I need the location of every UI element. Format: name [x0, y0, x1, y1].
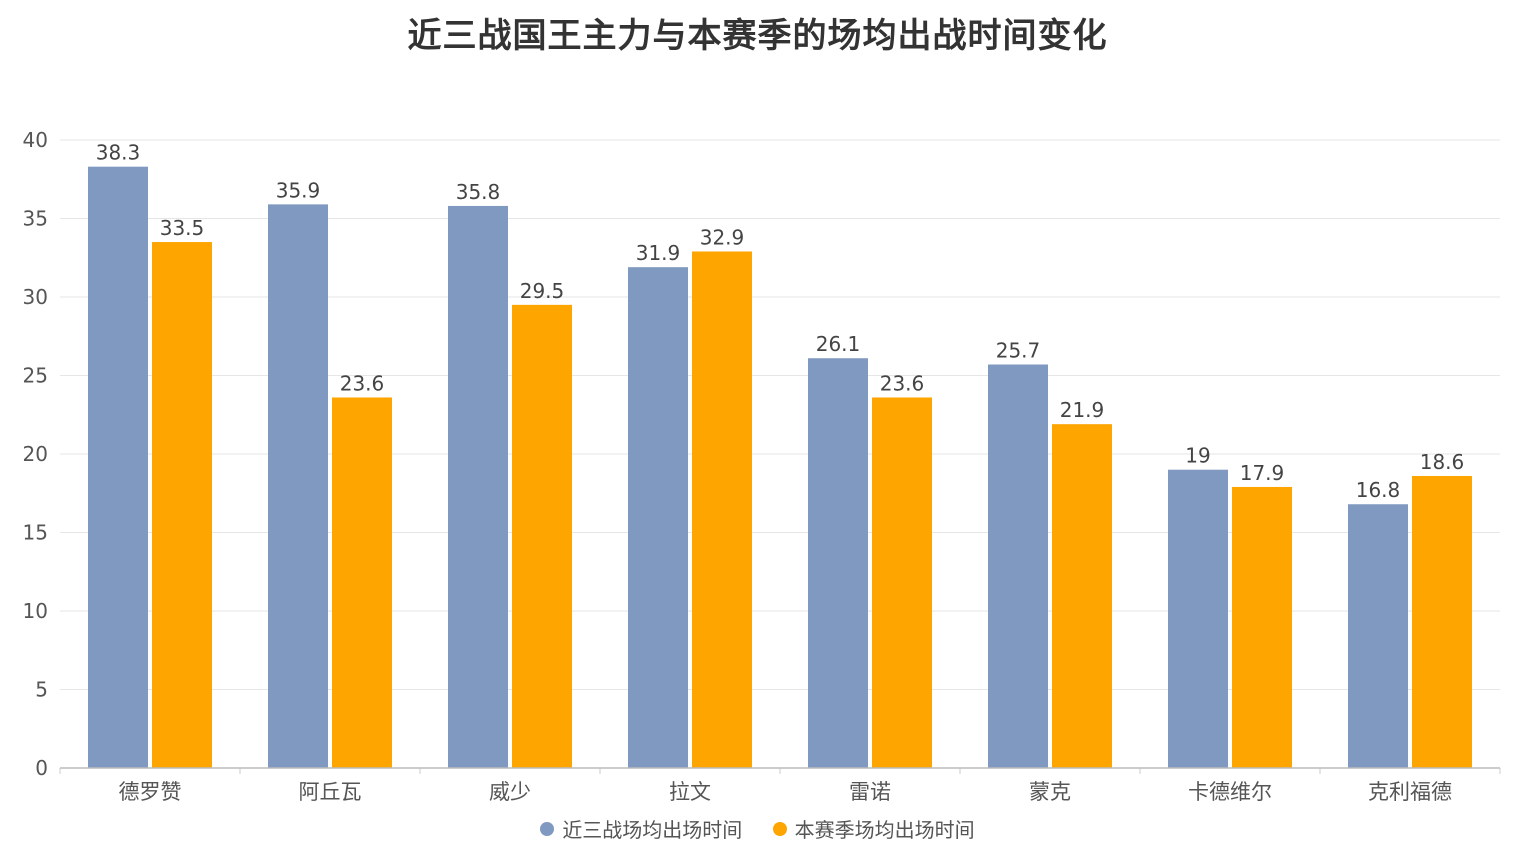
- bar-value-label: 33.5: [160, 216, 205, 240]
- bar-4-series-0[interactable]: [808, 358, 868, 768]
- bar-value-label: 38.3: [96, 141, 141, 165]
- y-tick-label: 40: [23, 128, 48, 152]
- bar-0-series-1[interactable]: [152, 242, 212, 769]
- x-category-label: 德罗赞: [119, 780, 182, 804]
- bar-value-label: 26.1: [816, 332, 861, 356]
- bar-value-label: 23.6: [880, 371, 925, 395]
- x-category-label: 雷诺: [849, 780, 891, 804]
- bar-value-label: 17.9: [1240, 461, 1285, 485]
- bar-value-label: 21.9: [1060, 398, 1105, 422]
- bar-3-series-0[interactable]: [628, 267, 688, 768]
- bar-value-label: 35.8: [456, 180, 501, 204]
- legend-label-series-0: 近三战场均出场时间: [562, 818, 743, 842]
- x-category-label: 蒙克: [1029, 780, 1071, 804]
- legend-marker-series-0: [540, 821, 555, 836]
- bar-2-series-0[interactable]: [448, 205, 508, 768]
- x-category-label: 卡德维尔: [1188, 780, 1272, 804]
- bar-value-label: 35.9: [276, 178, 321, 202]
- bar-6-series-1[interactable]: [1232, 486, 1292, 768]
- bar-value-label: 25.7: [996, 339, 1041, 363]
- bar-6-series-0[interactable]: [1168, 469, 1228, 768]
- chart-title: 近三战国王主力与本赛季的场均出战时间变化: [407, 16, 1108, 56]
- bar-7-series-1[interactable]: [1412, 475, 1472, 768]
- x-category-label: 拉文: [669, 780, 711, 804]
- legend-item-series-1[interactable]: 本赛季场均出场时间: [772, 814, 975, 843]
- bar-3-series-1[interactable]: [692, 251, 752, 769]
- y-tick-label: 15: [23, 521, 48, 545]
- bar-value-label: 23.6: [340, 371, 385, 395]
- bar-value-label: 16.8: [1356, 478, 1401, 502]
- bar-5-series-0[interactable]: [988, 364, 1048, 768]
- y-tick-label: 30: [23, 285, 48, 309]
- bar-1-series-1[interactable]: [332, 397, 392, 768]
- bar-value-label: 29.5: [520, 279, 565, 303]
- bar-2-series-1[interactable]: [512, 304, 572, 768]
- y-tick-label: 35: [23, 207, 48, 231]
- y-tick-label: 0: [35, 756, 48, 780]
- bar-value-label: 31.9: [636, 241, 681, 265]
- x-category-label: 威少: [489, 780, 531, 804]
- y-tick-label: 20: [23, 442, 48, 466]
- bar-4-series-1[interactable]: [872, 397, 932, 768]
- bar-5-series-1[interactable]: [1052, 424, 1112, 768]
- bar-0-series-0[interactable]: [88, 166, 148, 768]
- legend-item-series-0[interactable]: 近三战场均出场时间: [540, 814, 742, 843]
- chart-legend: 近三战场均出场时间 本赛季场均出场时间: [0, 814, 1515, 843]
- x-category-label: 阿丘瓦: [299, 780, 362, 804]
- bar-7-series-0[interactable]: [1348, 504, 1408, 768]
- bar-value-label: 32.9: [700, 225, 745, 249]
- y-tick-label: 5: [35, 678, 48, 702]
- legend-label-series-1: 本赛季场均出场时间: [794, 818, 975, 842]
- bar-value-label: 19: [1185, 444, 1210, 468]
- legend-marker-series-1: [772, 821, 787, 836]
- bar-1-series-0[interactable]: [268, 204, 328, 768]
- y-tick-label: 25: [23, 364, 48, 388]
- y-tick-label: 10: [23, 599, 48, 623]
- bar-value-label: 18.6: [1420, 450, 1465, 474]
- x-category-label: 克利福德: [1368, 780, 1452, 804]
